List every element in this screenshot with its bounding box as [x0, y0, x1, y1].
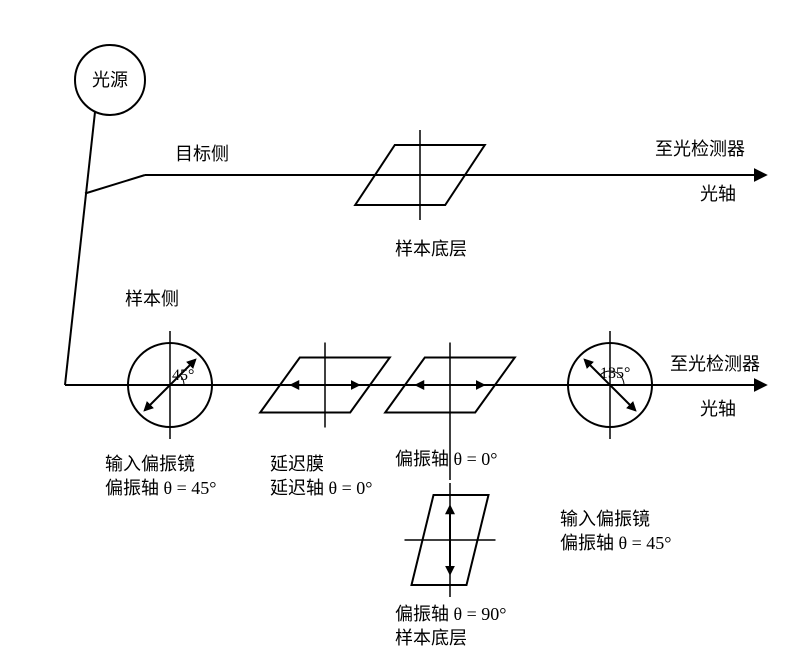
output-note-label2: 偏振轴 θ = 45°	[560, 533, 671, 553]
input-polarizer-label2: 偏振轴 θ = 45°	[105, 478, 216, 498]
input-polarizer-label1: 输入偏振镜	[105, 454, 195, 474]
label-target-side: 目标侧	[175, 144, 229, 164]
polarizer-90-label2: 样本底层	[395, 628, 467, 648]
retarder-label1: 延迟膜	[270, 454, 324, 474]
upper-to-detector-label: 至光检测器	[655, 139, 745, 159]
output-polarizer-angle: 135°	[600, 365, 630, 382]
label-sample-side: 样本侧	[125, 289, 179, 309]
upper-axis-label: 光轴	[700, 184, 736, 204]
output-note-label1: 输入偏振镜	[560, 509, 650, 529]
retarder-label2: 延迟轴 θ = 0°	[270, 478, 372, 498]
lower-to-detector-label: 至光检测器	[670, 354, 760, 374]
upper-sample-base-label: 样本底层	[395, 239, 467, 259]
polarizer-90-label1: 偏振轴 θ = 90°	[395, 604, 506, 624]
light-source-label: 光源	[92, 70, 128, 90]
input-polarizer-angle: 45°	[172, 367, 194, 384]
polarizer-0-label: 偏振轴 θ = 0°	[395, 449, 497, 469]
lower-axis-label: 光轴	[700, 399, 736, 419]
